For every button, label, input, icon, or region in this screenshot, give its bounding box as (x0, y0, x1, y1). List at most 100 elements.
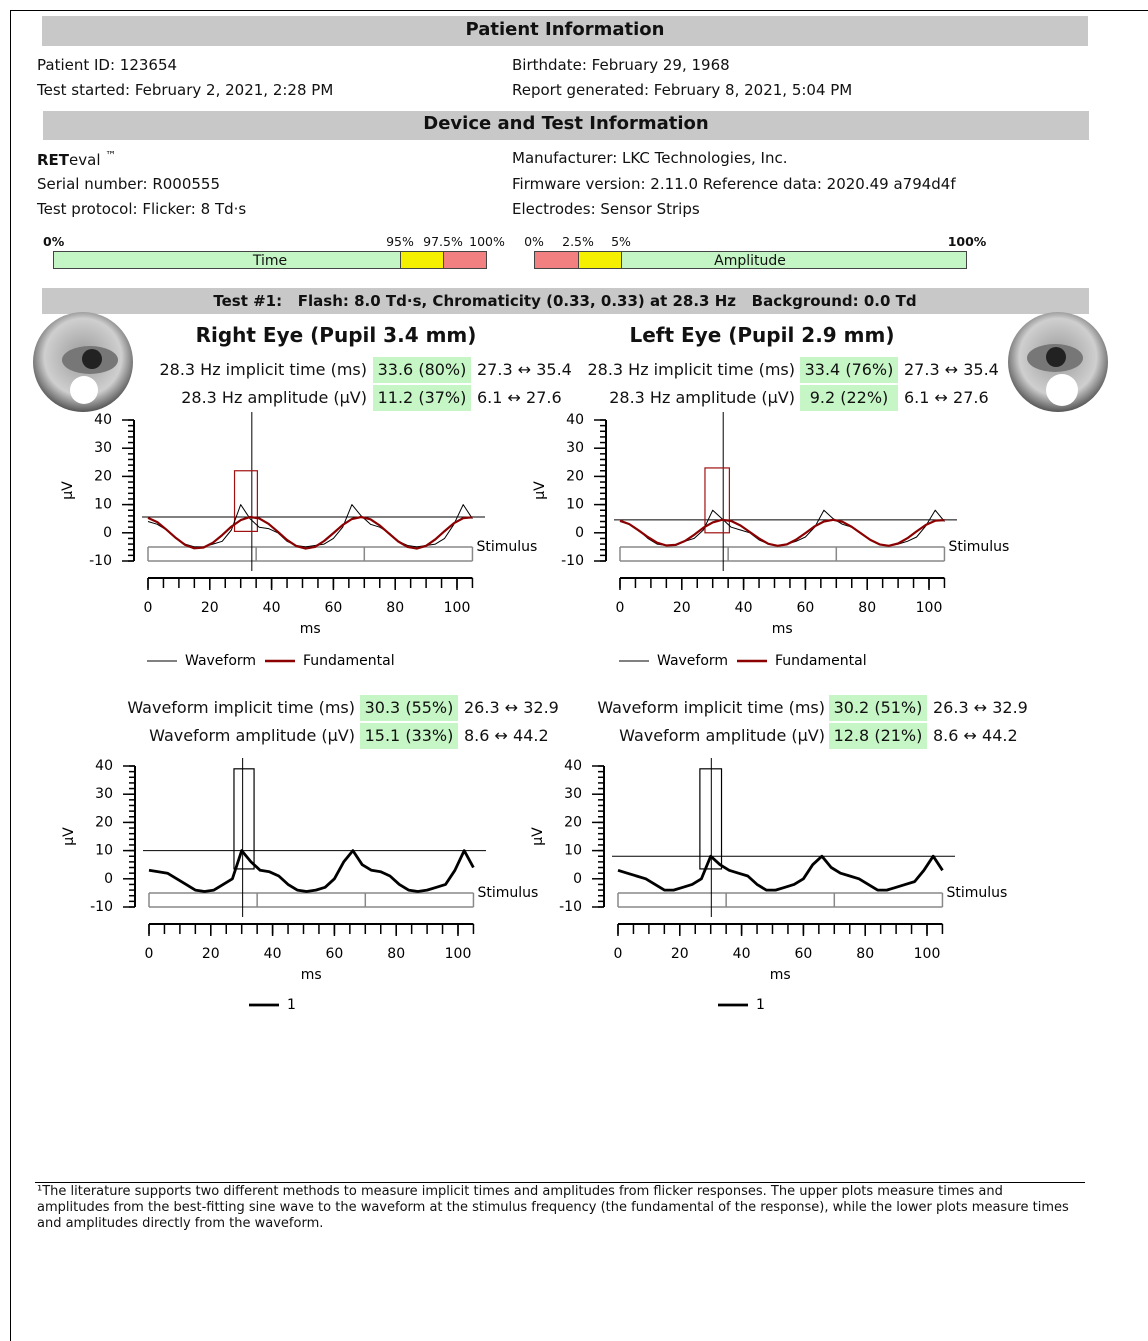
y-tick-label: 10 (95, 843, 113, 859)
normal-range-box (700, 769, 722, 869)
legend-label: 1 (756, 997, 765, 1013)
measure-value: 9.2 (22%) (800, 385, 898, 411)
y-tick-label: 20 (566, 468, 584, 484)
x-tick-label: 40 (735, 600, 753, 616)
y-tick-label: -10 (559, 899, 582, 915)
measure-range: 6.1 ↔ 27.6 (477, 388, 562, 408)
eye-photo (1008, 312, 1108, 412)
y-tick-label: 0 (575, 525, 584, 541)
x-tick-label: 60 (325, 946, 343, 962)
normal-range-box (705, 468, 729, 533)
stimulus-label: Stimulus (476, 539, 537, 555)
x-tick-label: 60 (794, 946, 812, 962)
plot: -10010203040µVStimulus020406080100ms1 (61, 758, 538, 1013)
y-tick-label: 40 (95, 758, 113, 774)
y-tick-label: 10 (564, 843, 582, 859)
x-axis-label: ms (301, 967, 322, 983)
y-tick-label: 20 (95, 814, 113, 830)
plot: -10010203040µVStimulus020406080100msWave… (60, 412, 537, 669)
x-tick-label: 20 (671, 946, 689, 962)
x-tick-label: 20 (202, 946, 220, 962)
y-tick-label: -10 (561, 553, 584, 569)
measure-range: 8.6 ↔ 44.2 (464, 726, 549, 746)
measure-value: 30.2 (51%) (829, 695, 927, 721)
y-tick-label: 0 (103, 525, 112, 541)
y-tick-label: 30 (95, 786, 113, 802)
y-axis-label: µV (532, 481, 548, 500)
series-line (618, 856, 943, 890)
measure-label: 28.3 Hz amplitude (µV) (609, 388, 795, 408)
x-axis-label: ms (772, 621, 793, 637)
legend-label: Waveform (185, 653, 256, 669)
measure-value: 33.4 (76%) (800, 357, 898, 383)
measure-value: 12.8 (21%) (829, 723, 927, 749)
measure-range: 27.3 ↔ 35.4 (477, 360, 572, 380)
x-tick-label: 40 (263, 600, 281, 616)
y-tick-label: 30 (566, 440, 584, 456)
x-tick-label: 20 (673, 600, 691, 616)
x-tick-label: 40 (264, 946, 282, 962)
measure-value: 30.3 (55%) (360, 695, 458, 721)
legend-label: Fundamental (775, 653, 867, 669)
measure-value: 33.6 (80%) (373, 357, 471, 383)
y-tick-label: 0 (573, 871, 582, 887)
measure-value: 15.1 (33%) (360, 723, 458, 749)
y-tick-label: 10 (566, 497, 584, 513)
y-tick-label: 20 (94, 468, 112, 484)
y-axis-label: µV (530, 827, 546, 846)
legend-label: Waveform (657, 653, 728, 669)
y-tick-label: 30 (564, 786, 582, 802)
y-tick-label: 40 (566, 412, 584, 428)
measure-range: 6.1 ↔ 27.6 (904, 388, 989, 408)
x-tick-label: 80 (856, 946, 874, 962)
y-tick-label: 0 (104, 871, 113, 887)
y-tick-label: 20 (564, 814, 582, 830)
x-tick-label: 80 (386, 600, 404, 616)
report-page: Patient Information Patient ID: 123654 B… (0, 0, 1148, 1333)
x-tick-label: 80 (858, 600, 876, 616)
measure-label: Waveform implicit time (ms) (127, 698, 355, 718)
legend-label: Fundamental (303, 653, 395, 669)
x-tick-label: 100 (914, 946, 941, 962)
measure-label: Waveform amplitude (µV) (149, 726, 355, 746)
measure-range: 8.6 ↔ 44.2 (933, 726, 1018, 746)
x-tick-label: 0 (614, 946, 623, 962)
y-tick-label: 40 (564, 758, 582, 774)
measure-label: 28.3 Hz amplitude (µV) (181, 388, 367, 408)
x-tick-label: 60 (324, 600, 342, 616)
measure-range: 26.3 ↔ 32.9 (464, 698, 559, 718)
measure-label: Waveform implicit time (ms) (597, 698, 825, 718)
x-tick-label: 100 (445, 946, 472, 962)
series-line (148, 517, 472, 549)
plots: -10010203040µVStimulus020406080100msWave… (0, 0, 1148, 1333)
y-axis-label: µV (61, 827, 77, 846)
y-tick-label: 10 (94, 497, 112, 513)
x-axis-label: ms (770, 967, 791, 983)
measure-label: 28.3 Hz implicit time (ms) (159, 360, 367, 380)
series-line (149, 851, 473, 892)
y-axis-label: µV (60, 481, 76, 500)
measure-label: 28.3 Hz implicit time (ms) (587, 360, 795, 380)
measure-value: 11.2 (37%) (373, 385, 471, 411)
y-tick-label: -10 (89, 553, 112, 569)
measure-range: 27.3 ↔ 35.4 (904, 360, 999, 380)
x-tick-label: 0 (144, 600, 153, 616)
legend-label: 1 (287, 997, 296, 1013)
stimulus-label: Stimulus (477, 885, 538, 901)
x-tick-label: 100 (444, 600, 471, 616)
y-tick-label: 30 (94, 440, 112, 456)
stimulus-label: Stimulus (948, 539, 1009, 555)
series-line (620, 510, 945, 545)
series-line (620, 520, 945, 546)
x-axis-label: ms (300, 621, 321, 637)
measure-label: Waveform amplitude (µV) (619, 726, 825, 746)
y-tick-label: 40 (94, 412, 112, 428)
stimulus-label: Stimulus (946, 885, 1007, 901)
y-tick-label: -10 (90, 899, 113, 915)
x-tick-label: 60 (796, 600, 814, 616)
x-tick-label: 0 (145, 946, 154, 962)
eye-photo (33, 312, 133, 412)
x-tick-label: 0 (616, 600, 625, 616)
